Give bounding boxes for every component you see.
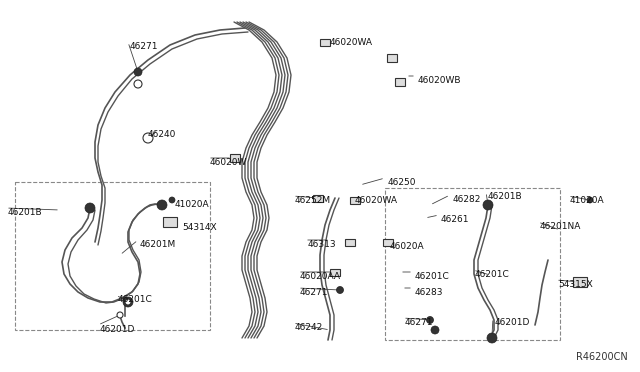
Circle shape bbox=[487, 333, 497, 343]
Circle shape bbox=[143, 133, 153, 143]
Text: 46313: 46313 bbox=[308, 240, 337, 249]
Circle shape bbox=[134, 68, 142, 76]
Bar bbox=[330, 269, 340, 276]
Text: 46271: 46271 bbox=[130, 42, 159, 51]
Text: R46200CN: R46200CN bbox=[576, 352, 628, 362]
Text: 46271: 46271 bbox=[300, 288, 328, 297]
Bar bbox=[163, 217, 177, 227]
Circle shape bbox=[169, 197, 175, 203]
Text: 46201C: 46201C bbox=[475, 270, 509, 279]
Text: 46020AA: 46020AA bbox=[300, 272, 341, 281]
Text: 46283: 46283 bbox=[415, 288, 444, 297]
Bar bbox=[345, 238, 355, 246]
Text: 46240: 46240 bbox=[148, 130, 177, 139]
Text: 54314X: 54314X bbox=[182, 223, 216, 232]
Circle shape bbox=[123, 297, 133, 307]
Text: 46201M: 46201M bbox=[140, 240, 176, 249]
Bar bbox=[350, 196, 360, 203]
Bar bbox=[387, 54, 397, 62]
Bar bbox=[230, 154, 240, 162]
Text: 46020A: 46020A bbox=[390, 242, 424, 251]
Circle shape bbox=[125, 299, 131, 305]
Text: 41020A: 41020A bbox=[175, 200, 210, 209]
Bar bbox=[385, 188, 560, 340]
Text: 46020WA: 46020WA bbox=[330, 38, 373, 47]
Text: 46250: 46250 bbox=[388, 178, 417, 187]
Circle shape bbox=[134, 80, 142, 88]
Bar bbox=[395, 78, 405, 86]
Text: 46271: 46271 bbox=[405, 318, 433, 327]
Circle shape bbox=[426, 317, 433, 324]
Text: 46201D: 46201D bbox=[495, 318, 531, 327]
Text: 41020A: 41020A bbox=[570, 196, 605, 205]
Bar bbox=[573, 277, 587, 287]
Bar bbox=[313, 195, 323, 202]
Circle shape bbox=[117, 312, 123, 318]
Text: 46201D: 46201D bbox=[100, 325, 136, 334]
Bar bbox=[15, 182, 210, 330]
Text: 46282: 46282 bbox=[453, 195, 481, 204]
Circle shape bbox=[431, 326, 439, 334]
Text: 46201C: 46201C bbox=[118, 295, 153, 304]
Text: 46020WB: 46020WB bbox=[418, 76, 461, 85]
Text: 46020W: 46020W bbox=[210, 158, 248, 167]
Circle shape bbox=[157, 200, 167, 210]
Bar bbox=[383, 238, 393, 246]
Circle shape bbox=[587, 197, 593, 203]
Circle shape bbox=[337, 286, 344, 294]
Text: 46261: 46261 bbox=[441, 215, 470, 224]
Text: 46201C: 46201C bbox=[415, 272, 450, 281]
Circle shape bbox=[483, 200, 493, 210]
Text: 46020WA: 46020WA bbox=[355, 196, 398, 205]
Circle shape bbox=[85, 203, 95, 213]
Text: 54315X: 54315X bbox=[558, 280, 593, 289]
Text: 46242: 46242 bbox=[295, 323, 323, 332]
Bar bbox=[320, 38, 330, 45]
Text: 46252M: 46252M bbox=[295, 196, 331, 205]
Text: 46201B: 46201B bbox=[8, 208, 43, 217]
Text: 46201B: 46201B bbox=[488, 192, 523, 201]
Text: 46201NA: 46201NA bbox=[540, 222, 581, 231]
